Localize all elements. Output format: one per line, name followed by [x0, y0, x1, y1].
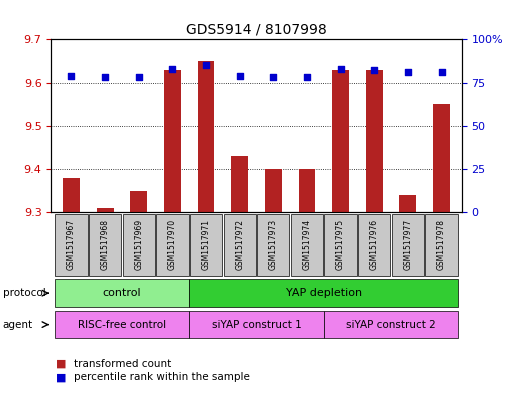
Bar [433, 104, 450, 212]
FancyBboxPatch shape [324, 213, 357, 276]
FancyBboxPatch shape [190, 213, 222, 276]
Point [67, 72, 75, 79]
FancyBboxPatch shape [189, 279, 458, 307]
Text: GSM1517978: GSM1517978 [437, 219, 446, 270]
Point [269, 74, 278, 81]
Point [404, 69, 412, 75]
Text: ■: ■ [56, 372, 67, 382]
Text: YAP depletion: YAP depletion [286, 288, 362, 298]
Point [168, 66, 176, 72]
Bar [130, 191, 147, 212]
FancyBboxPatch shape [55, 311, 189, 338]
FancyBboxPatch shape [224, 213, 256, 276]
FancyBboxPatch shape [392, 213, 424, 276]
Text: GSM1517975: GSM1517975 [336, 219, 345, 270]
Text: GSM1517973: GSM1517973 [269, 219, 278, 270]
Text: GSM1517967: GSM1517967 [67, 219, 76, 270]
FancyBboxPatch shape [123, 213, 155, 276]
Text: protocol: protocol [3, 288, 45, 298]
Point [337, 66, 345, 72]
FancyBboxPatch shape [358, 213, 390, 276]
Point [235, 72, 244, 79]
FancyBboxPatch shape [324, 311, 458, 338]
Point [202, 62, 210, 68]
Bar [400, 195, 416, 212]
FancyBboxPatch shape [425, 213, 458, 276]
FancyBboxPatch shape [189, 311, 324, 338]
Bar [299, 169, 315, 212]
Text: ■: ■ [56, 358, 67, 369]
Text: siYAP construct 1: siYAP construct 1 [212, 320, 301, 330]
Text: GSM1517971: GSM1517971 [202, 219, 210, 270]
FancyBboxPatch shape [89, 213, 121, 276]
Text: RISC-free control: RISC-free control [78, 320, 166, 330]
Bar [63, 178, 80, 212]
Bar [198, 61, 214, 212]
FancyBboxPatch shape [257, 213, 289, 276]
Point [370, 67, 379, 73]
Text: transformed count: transformed count [74, 358, 172, 369]
Text: GSM1517969: GSM1517969 [134, 219, 143, 270]
Text: GSM1517976: GSM1517976 [370, 219, 379, 270]
FancyBboxPatch shape [291, 213, 323, 276]
Bar [231, 156, 248, 212]
Bar [265, 169, 282, 212]
Title: GDS5914 / 8107998: GDS5914 / 8107998 [186, 23, 327, 37]
Bar [366, 70, 383, 212]
Text: agent: agent [3, 320, 33, 330]
Text: siYAP construct 2: siYAP construct 2 [346, 320, 436, 330]
Bar [164, 70, 181, 212]
Text: GSM1517974: GSM1517974 [303, 219, 311, 270]
Point [101, 74, 109, 81]
Text: GSM1517968: GSM1517968 [101, 219, 110, 270]
FancyBboxPatch shape [55, 279, 189, 307]
Point [134, 74, 143, 81]
Bar [97, 208, 113, 212]
Bar [332, 70, 349, 212]
Text: GSM1517972: GSM1517972 [235, 219, 244, 270]
FancyBboxPatch shape [156, 213, 189, 276]
Point [438, 69, 446, 75]
Text: GSM1517977: GSM1517977 [403, 219, 412, 270]
Point [303, 74, 311, 81]
Text: GSM1517970: GSM1517970 [168, 219, 177, 270]
FancyBboxPatch shape [55, 213, 88, 276]
Text: percentile rank within the sample: percentile rank within the sample [74, 372, 250, 382]
Text: control: control [103, 288, 141, 298]
